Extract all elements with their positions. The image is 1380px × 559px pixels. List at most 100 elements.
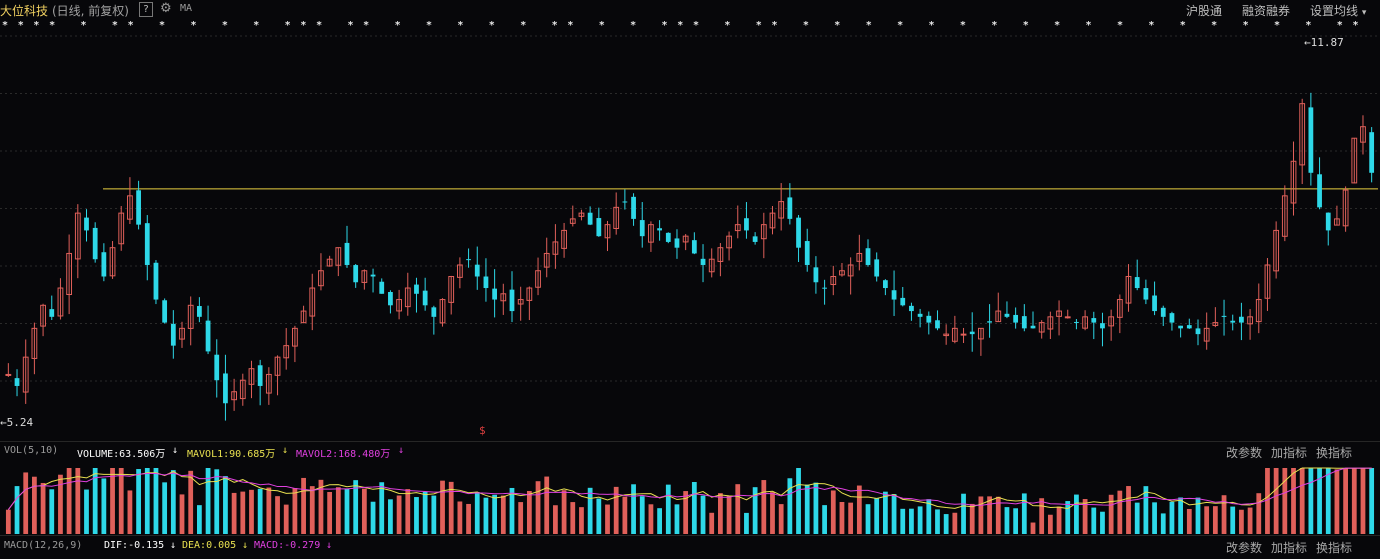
candle-body[interactable] [657,228,662,231]
candle-body[interactable] [691,240,697,254]
candle-body[interactable] [682,235,689,243]
event-mark-icon[interactable]: * [520,20,527,31]
candle-body[interactable] [726,235,732,249]
candle-body[interactable] [587,212,593,225]
candle-body[interactable] [665,232,671,242]
candle-body[interactable] [223,373,228,404]
candle-body[interactable] [865,248,871,265]
candle-body[interactable] [127,195,133,220]
event-mark-icon[interactable]: * [1242,20,1249,31]
candle-body[interactable] [379,281,385,294]
event-mark-icon[interactable]: * [991,20,998,31]
candle-body[interactable] [196,306,202,317]
event-mark-icon[interactable]: * [1116,20,1123,31]
candle-body[interactable] [1125,276,1132,304]
candle-body[interactable] [205,320,211,352]
event-mark-icon[interactable]: * [2,20,9,31]
candle-body[interactable] [136,190,141,225]
candle-body[interactable] [1082,316,1088,329]
candle-body[interactable] [153,262,159,300]
event-mark-icon[interactable]: * [802,20,809,31]
stock-name[interactable]: 大位科技 [0,4,49,18]
candle-body[interactable] [517,299,524,305]
event-mark-icon[interactable]: * [1085,20,1092,31]
event-mark-icon[interactable]: * [959,20,966,31]
candle-body[interactable] [1152,295,1157,312]
event-mark-icon[interactable]: * [316,20,323,31]
candle-body[interactable] [1342,189,1349,227]
event-mark-icon[interactable]: * [865,20,872,31]
switch-indicator-button[interactable]: 换指标 [1316,446,1353,460]
event-mark-icon[interactable]: * [33,20,40,31]
candle-body[interactable] [543,252,550,268]
candle-body[interactable] [492,288,498,300]
candle-body[interactable] [1186,325,1192,329]
candle-body[interactable] [995,310,1002,323]
candle-body[interactable] [1264,264,1271,299]
candle-body[interactable] [1100,323,1105,329]
volume-chart[interactable] [0,462,1380,534]
event-mark-icon[interactable]: * [394,20,401,31]
candle-body[interactable] [1108,316,1115,327]
candle-body[interactable] [935,320,940,329]
candle-body[interactable] [456,264,463,278]
event-mark-icon[interactable]: * [1352,20,1359,31]
candle-body[interactable] [648,224,654,243]
candle-body[interactable] [978,327,984,340]
candle-body[interactable] [1299,103,1306,166]
candle-body[interactable] [717,247,724,262]
event-mark-icon[interactable]: * [488,20,495,31]
candle-body[interactable] [414,284,419,294]
candle-body[interactable] [1334,218,1340,226]
candle-body[interactable] [569,218,576,224]
help-button[interactable]: ? [139,2,153,17]
candle-body[interactable] [578,212,585,217]
switch-indicator-button[interactable]: 换指标 [1316,541,1353,555]
candle-body[interactable] [830,276,837,286]
candle-body[interactable] [1325,212,1331,231]
candle-body[interactable] [309,287,316,317]
candle-body[interactable] [1290,160,1297,204]
event-mark-icon[interactable]: * [457,20,464,31]
event-mark-icon[interactable]: * [253,20,260,31]
event-mark-icon[interactable]: * [724,20,731,31]
event-mark-icon[interactable]: * [692,20,699,31]
candle-body[interactable] [1091,318,1097,323]
candle-body[interactable] [769,212,776,229]
candle-body[interactable] [144,223,150,265]
candle-body[interactable] [1169,313,1175,323]
candle-body[interactable] [1369,132,1375,173]
event-mark-icon[interactable]: * [1148,20,1155,31]
event-mark-icon[interactable]: * [284,20,291,31]
candle-body[interactable] [891,290,897,300]
candle-body[interactable] [335,247,342,266]
candle-body[interactable] [1021,316,1027,329]
candle-body[interactable] [909,305,914,312]
event-mark-icon[interactable]: * [127,20,134,31]
candle-body[interactable] [943,333,950,337]
link-ma-settings[interactable]: 设置均线 ▾ [1310,2,1366,19]
event-mark-icon[interactable]: * [159,20,166,31]
candle-body[interactable] [926,315,932,323]
candle-body[interactable] [1239,316,1244,323]
candle-body[interactable] [787,197,793,219]
candle-body[interactable] [917,313,923,317]
candle-body[interactable] [118,212,125,245]
candle-body[interactable] [1160,307,1166,317]
candle-body[interactable] [804,241,810,265]
event-mark-icon[interactable]: * [1305,20,1312,31]
event-mark-icon[interactable]: * [111,20,118,31]
event-mark-icon[interactable]: * [1179,20,1186,31]
candle-body[interactable] [353,265,359,283]
candle-body[interactable] [483,276,489,289]
candle-body[interactable] [187,304,194,329]
candle-body[interactable] [474,264,480,277]
candle-body[interactable] [466,259,471,261]
candle-body[interactable] [839,270,845,276]
candle-body[interactable] [1308,107,1314,173]
candle-body[interactable] [439,299,446,324]
candle-body[interactable] [31,327,38,359]
candle-body[interactable] [526,287,533,301]
event-mark-icon[interactable]: * [897,20,904,31]
event-mark-icon[interactable]: * [551,20,558,31]
